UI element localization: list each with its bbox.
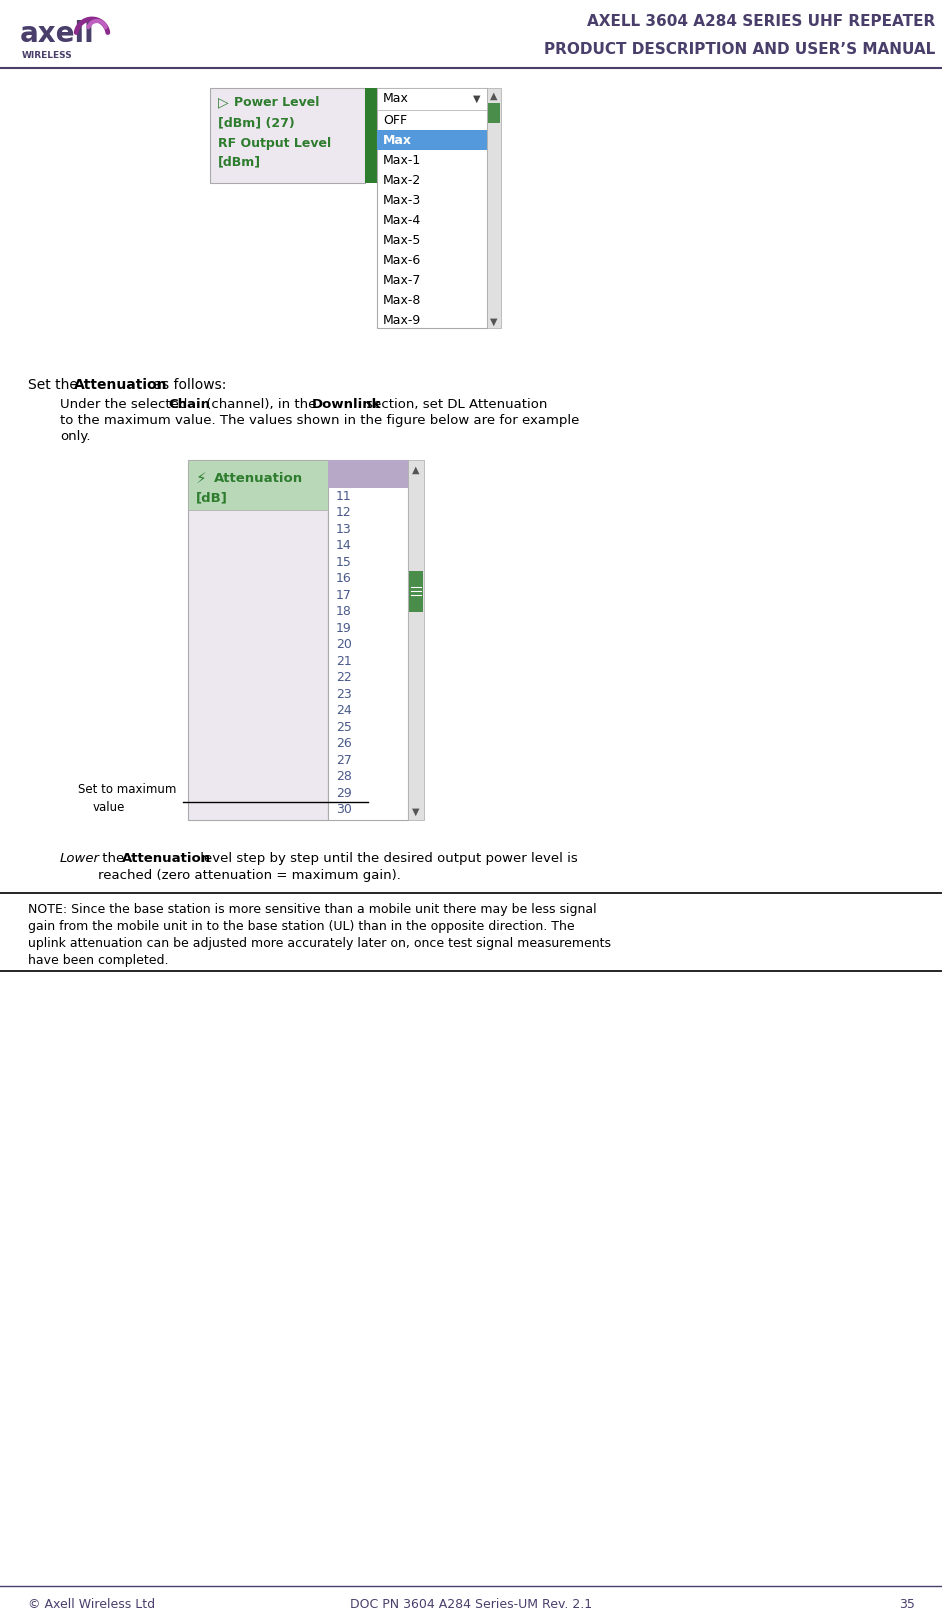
Bar (188, 460, 328, 820)
Text: 17: 17 (336, 589, 352, 602)
Text: Set the: Set the (28, 378, 82, 392)
Text: WIRELESS: WIRELESS (22, 50, 73, 60)
Text: 22: 22 (336, 671, 351, 684)
Text: 13: 13 (336, 523, 351, 536)
Text: value: value (93, 801, 125, 813)
Text: axell: axell (20, 19, 95, 48)
Text: 30: 30 (336, 804, 352, 817)
Text: ⚡: ⚡ (196, 471, 206, 486)
Text: Max-7: Max-7 (383, 273, 421, 287)
Text: Power Level: Power Level (234, 95, 319, 108)
Text: the: the (98, 852, 128, 865)
Text: © Axell Wireless Ltd: © Axell Wireless Ltd (28, 1598, 155, 1611)
Text: Downlink: Downlink (312, 399, 382, 412)
Text: 14: 14 (336, 539, 351, 552)
Text: 11: 11 (336, 489, 351, 502)
Text: 28: 28 (336, 770, 352, 783)
Text: ▼: ▼ (490, 316, 497, 328)
Text: Attenuation: Attenuation (214, 471, 303, 484)
Text: Lower: Lower (60, 852, 100, 865)
Text: to the maximum value. The values shown in the figure below are for example: to the maximum value. The values shown i… (60, 415, 579, 428)
Text: Max-5: Max-5 (383, 234, 421, 247)
Text: ▼: ▼ (473, 94, 480, 103)
Text: 29: 29 (336, 786, 351, 801)
Text: 27: 27 (336, 754, 352, 767)
Text: RF Output Level: RF Output Level (218, 137, 332, 150)
Text: uplink attenuation can be adjusted more accurately later on, once test signal me: uplink attenuation can be adjusted more … (28, 938, 611, 951)
Text: 24: 24 (336, 704, 351, 717)
Text: ▲: ▲ (413, 465, 420, 475)
Text: Max-4: Max-4 (383, 213, 421, 226)
Bar (487, 89, 501, 328)
Bar (488, 103, 500, 123)
Text: 16: 16 (336, 573, 351, 586)
Text: PRODUCT DESCRIPTION AND USER’S MANUAL: PRODUCT DESCRIPTION AND USER’S MANUAL (544, 42, 935, 58)
Text: [dBm]: [dBm] (218, 155, 261, 168)
Text: [dB]: [dB] (196, 492, 228, 505)
Text: ▲: ▲ (490, 90, 497, 102)
Bar (409, 570, 423, 612)
Bar (408, 460, 424, 820)
Text: Max-2: Max-2 (383, 173, 421, 187)
Text: reached (zero attenuation = maximum gain).: reached (zero attenuation = maximum gain… (98, 868, 401, 881)
Text: (channel), in the: (channel), in the (202, 399, 320, 412)
Text: 21: 21 (336, 655, 351, 668)
Bar (365, 89, 377, 182)
Bar (377, 89, 487, 110)
Text: 12: 12 (336, 507, 351, 520)
Bar (377, 131, 487, 150)
Text: Max-6: Max-6 (383, 253, 421, 266)
Text: Max-8: Max-8 (383, 294, 421, 307)
Text: 15: 15 (336, 555, 352, 568)
Text: Max-3: Max-3 (383, 194, 421, 207)
Text: 20: 20 (336, 638, 352, 652)
Bar (188, 460, 328, 510)
Text: 19: 19 (336, 621, 351, 634)
Text: ▷: ▷ (218, 95, 229, 110)
Text: Attenuation: Attenuation (74, 378, 168, 392)
Text: as follows:: as follows: (149, 378, 226, 392)
Text: Max: Max (383, 92, 409, 105)
Bar (377, 89, 487, 328)
Text: OFF: OFF (383, 113, 407, 126)
Text: 25: 25 (336, 721, 352, 734)
Bar (328, 460, 408, 820)
Text: [dBm] (27): [dBm] (27) (218, 116, 295, 129)
Text: Attenuation: Attenuation (122, 852, 211, 865)
Text: 26: 26 (336, 738, 351, 751)
Text: AXELL 3604 A284 SERIES UHF REPEATER: AXELL 3604 A284 SERIES UHF REPEATER (587, 15, 935, 29)
Text: NOTE: Since the base station is more sensitive than a mobile unit there may be l: NOTE: Since the base station is more sen… (28, 902, 596, 917)
Text: section, set DL Attenuation: section, set DL Attenuation (362, 399, 547, 412)
Text: only.: only. (60, 429, 90, 442)
Text: 18: 18 (336, 605, 352, 618)
Text: gain from the mobile unit in to the base station (UL) than in the opposite direc: gain from the mobile unit in to the base… (28, 920, 575, 933)
Text: Max-1: Max-1 (383, 153, 421, 166)
Bar (210, 89, 365, 182)
Text: level step by step until the desired output power level is: level step by step until the desired out… (196, 852, 577, 865)
Text: Under the selected: Under the selected (60, 399, 191, 412)
Text: 23: 23 (336, 688, 351, 700)
Text: Max-9: Max-9 (383, 313, 421, 326)
Text: Chain: Chain (168, 399, 210, 412)
Bar (328, 460, 408, 487)
Text: have been completed.: have been completed. (28, 954, 169, 967)
Text: Max: Max (383, 134, 412, 147)
Text: 35: 35 (899, 1598, 915, 1611)
Text: DOC PN 3604 A284 Series-UM Rev. 2.1: DOC PN 3604 A284 Series-UM Rev. 2.1 (349, 1598, 593, 1611)
Text: ▼: ▼ (413, 807, 420, 817)
Text: Set to maximum: Set to maximum (78, 783, 176, 796)
